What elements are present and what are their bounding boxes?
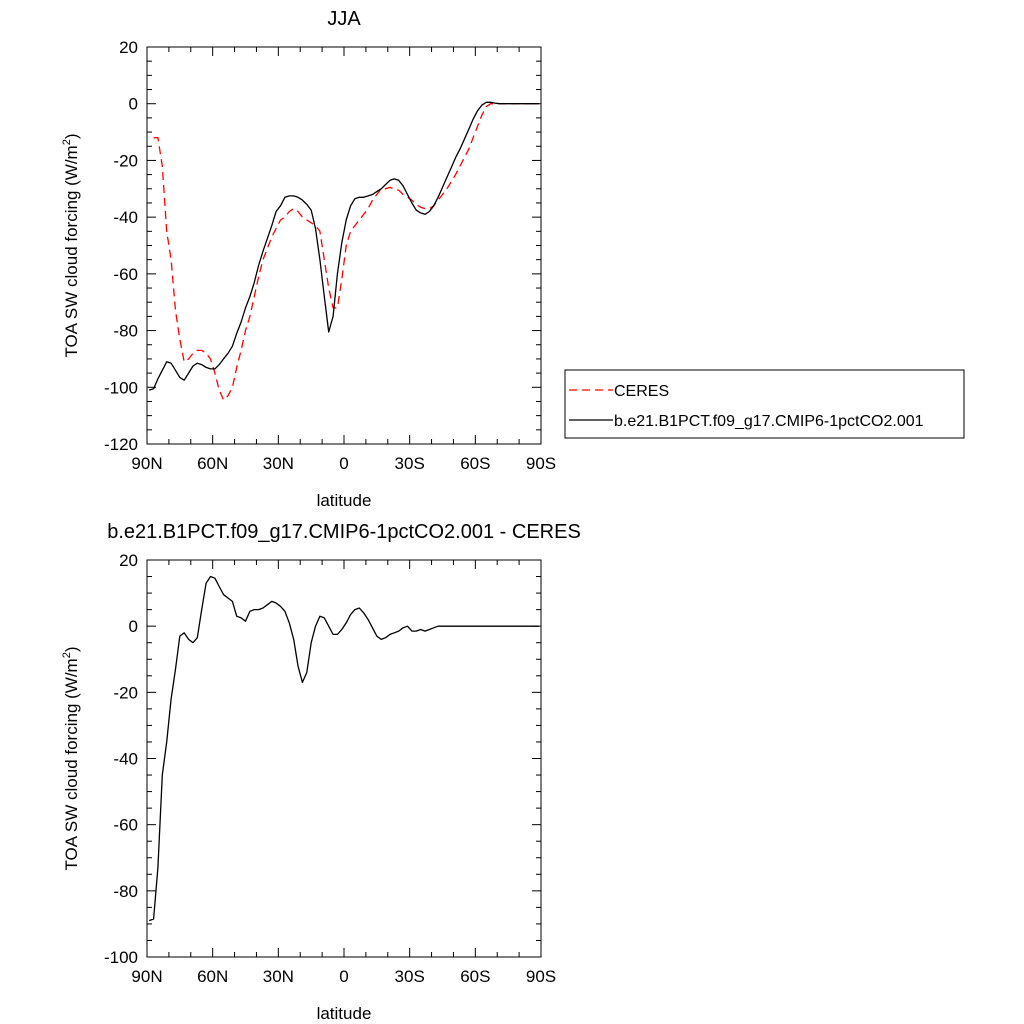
legend-label: b.e21.B1PCT.f09_g17.CMIP6-1pctCO2.001: [614, 413, 924, 430]
x-tick-label: 90S: [526, 454, 556, 473]
y-axis-label-text: TOA SW cloud forcing (W/m: [62, 658, 81, 870]
x-tick-label: 60S: [460, 454, 490, 473]
y-tick-label: 0: [129, 617, 138, 636]
x-tick-label: 90N: [131, 454, 162, 473]
y-axis-label-close: ): [62, 646, 81, 652]
chart-panel-bottom: 90N 60N 30N 0 30S 60S 90S 20 0 -20 -40 -60 -80 -100 b.…: [61, 521, 581, 1023]
x-tick-label: 0: [339, 967, 348, 986]
x-tick-label: 90S: [526, 967, 556, 986]
y-tick-label: -60: [113, 816, 138, 835]
y-tick-label: -100: [104, 378, 138, 397]
y-tick-label: -40: [113, 208, 138, 227]
x-tick-label: 60N: [197, 454, 228, 473]
y-tick-label: -60: [113, 265, 138, 284]
y-axis-label: TOA SW cloud forcing (W/m2): [61, 646, 81, 870]
x-tick-label: 60S: [460, 967, 490, 986]
x-tick-label: 30N: [263, 967, 294, 986]
y-tick-label: -20: [113, 151, 138, 170]
chart-title: JJA: [327, 8, 361, 30]
x-axis-label: latitude: [317, 1004, 372, 1023]
x-tick-label: 0: [339, 454, 348, 473]
x-tick-label: 30S: [395, 967, 425, 986]
series-line-ceres: [153, 103, 539, 401]
y-axis-label: TOA SW cloud forcing (W/m2): [61, 133, 81, 357]
legend-box: [564, 369, 965, 439]
series-line-model: [149, 101, 539, 391]
series-line-difference: [148, 575, 539, 922]
y-tick-label: -20: [113, 683, 138, 702]
y-tick-label: -120: [104, 435, 138, 454]
legend: CERES b.e21.B1PCT.f09_g17.CMIP6-1pctCO2.0…: [564, 369, 965, 439]
x-tick-label: 60N: [197, 967, 228, 986]
y-tick-label: -80: [113, 322, 138, 341]
y-tick-label: -40: [113, 750, 138, 769]
x-axis-label: latitude: [317, 491, 372, 510]
plot-frame: [146, 559, 542, 958]
y-tick-label: 20: [119, 551, 138, 570]
y-axis-label-superscript: 2: [61, 139, 73, 145]
chart-title: b.e21.B1PCT.f09_g17.CMIP6-1pctCO2.001 - …: [107, 521, 581, 543]
y-tick-label: -100: [104, 948, 138, 967]
x-tick-label: 30N: [263, 454, 294, 473]
y-axis-label-close: ): [62, 133, 81, 139]
y-axis-label-superscript: 2: [61, 652, 73, 658]
chart-panel-top: 90N 60N 30N 0 30S 60S 90S 20 0 -20 -40 -60 -80 -100 -1…: [61, 8, 556, 510]
y-axis-label-text: TOA SW cloud forcing (W/m: [62, 145, 81, 357]
plot-frame: [146, 46, 542, 445]
y-tick-label: 20: [119, 38, 138, 57]
x-tick-label: 90N: [131, 967, 162, 986]
y-tick-label: 0: [129, 95, 138, 114]
legend-label: CERES: [614, 383, 669, 400]
y-tick-label: -80: [113, 882, 138, 901]
x-tick-label: 30S: [395, 454, 425, 473]
